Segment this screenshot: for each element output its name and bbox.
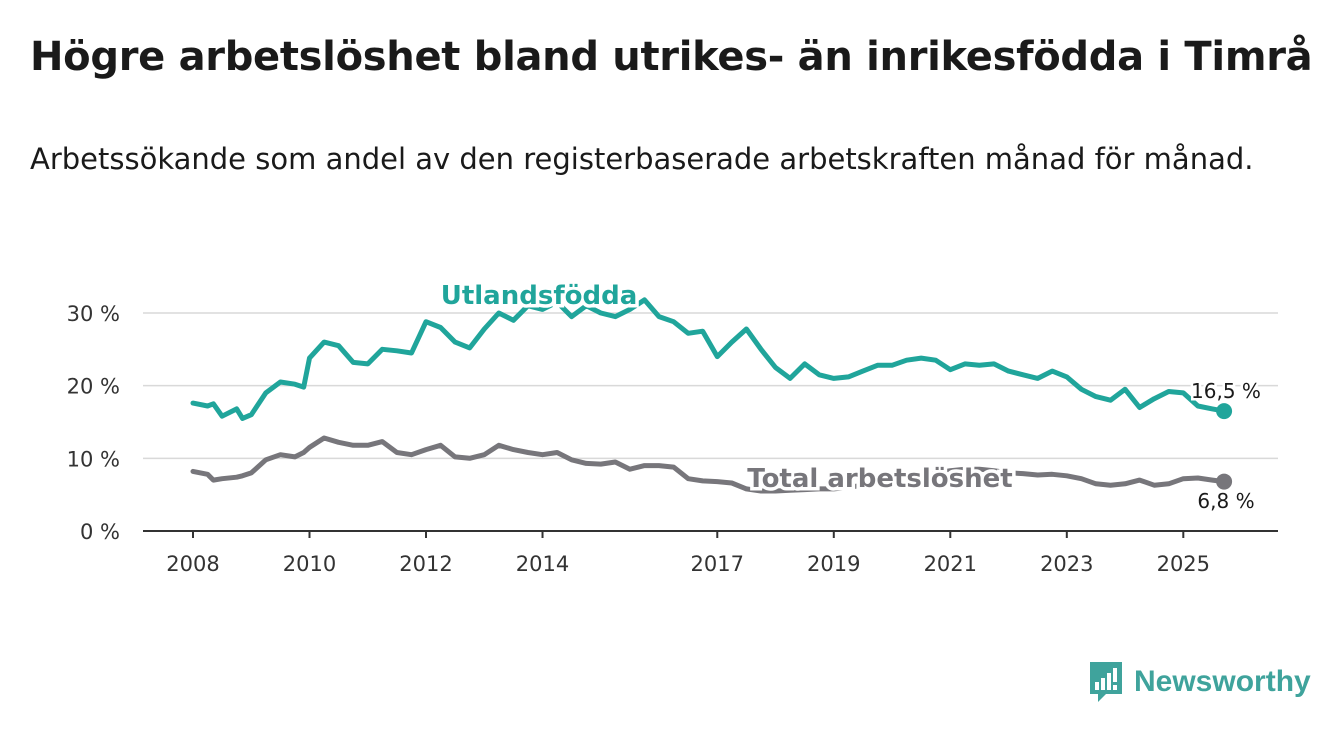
x-tick-label: 2017 <box>691 552 744 576</box>
newsworthy-logo-icon <box>1090 662 1122 702</box>
end-value-label: 16,5 % <box>1191 379 1261 403</box>
x-tick-label: 2008 <box>166 552 219 576</box>
x-tick-label: 2014 <box>516 552 569 576</box>
y-tick-label: 0 % <box>80 520 120 544</box>
chart-title: Högre arbetslöshet bland utrikes- än inr… <box>30 34 1313 80</box>
x-tick-label: 2019 <box>807 552 860 576</box>
x-tick-label: 2021 <box>924 552 977 576</box>
end-point-marker <box>1216 473 1233 490</box>
end-point-marker <box>1216 403 1233 420</box>
y-tick-label: 10 % <box>67 447 120 471</box>
end-value-label: 6,8 % <box>1197 489 1254 513</box>
series-labels: Utlandsfödda Total arbetslöshet 16,5 % 6,8 … <box>437 278 1263 516</box>
x-tick-label: 2023 <box>1040 552 1093 576</box>
y-tick-label: 20 % <box>67 375 120 399</box>
series-label-total: Total arbetslöshet <box>747 464 1012 494</box>
y-axis-ticks: 0 % 10 % 20 % 30 % <box>67 302 120 544</box>
series-line-utlandsfodda <box>190 297 1227 421</box>
brand-logo: Newsworthy <box>1088 660 1311 704</box>
gridlines <box>143 312 1278 460</box>
x-tick-label: 2012 <box>399 552 452 576</box>
x-tick-label: 2025 <box>1157 552 1210 576</box>
series-lines <box>190 297 1233 494</box>
brand-name: Newsworthy <box>1134 665 1311 698</box>
chart-subtitle: Arbetssökande som andel av den registerb… <box>30 142 1254 176</box>
x-axis: 2008 2010 2012 2014 2017 2019 2021 2023 2025 <box>143 530 1278 576</box>
series-label-utlandsfodda: Utlandsfödda <box>441 281 638 311</box>
series-line-total <box>190 435 1227 494</box>
x-tick-label: 2010 <box>283 552 336 576</box>
y-tick-label: 30 % <box>67 302 120 326</box>
